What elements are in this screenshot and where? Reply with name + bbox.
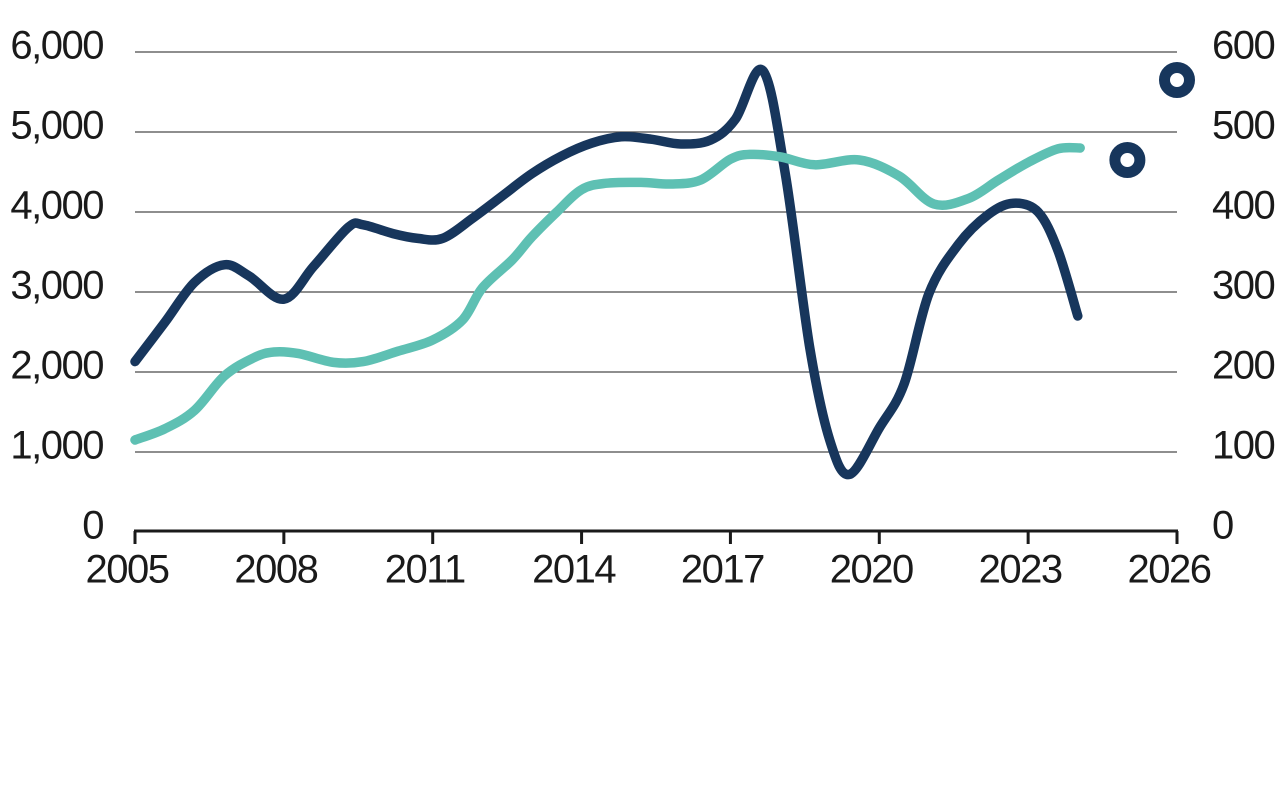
x-axis-label: 2014 [532,548,616,592]
line-chart-canvas: 0 1,000 2,000 3,000 4,000 5,000 6,000 0 100 200 30… [10,24,1276,592]
left-axis-label: 1,000 [10,424,103,468]
left-axis-label: 5,000 [10,104,103,148]
x-axis-label: 2020 [830,548,913,592]
x-axis-label: 2011 [385,548,465,592]
left-axis-label: 3,000 [10,264,103,308]
legend: Deliveries (RHS) Company targets for 202… [0,648,1280,799]
right-axis-label: 300 [1212,264,1274,308]
left-axis-label: 0 [82,504,103,548]
left-axis-label: 2,000 [10,344,103,388]
right-axis-label: 600 [1212,24,1274,68]
x-axis-label: 2008 [234,548,317,592]
right-axis-label: 400 [1212,184,1274,228]
right-axis-label: 500 [1212,104,1274,148]
x-axis-label: 2005 [86,548,169,592]
right-axis-label: 200 [1212,344,1274,388]
right-axis-label: 0 [1212,504,1233,548]
x-axis-label: 2017 [681,548,764,592]
left-axis-label: 6,000 [10,24,103,68]
target-marker [1109,142,1146,178]
deliveries-line [130,64,1083,480]
target-marker [1159,62,1195,98]
right-axis-label: 100 [1212,424,1274,468]
x-axis-label: 2023 [979,548,1062,592]
backlog-line [130,142,1085,445]
left-axis-label: 4,000 [10,184,103,228]
x-axis-label: 2026 [1128,548,1211,592]
